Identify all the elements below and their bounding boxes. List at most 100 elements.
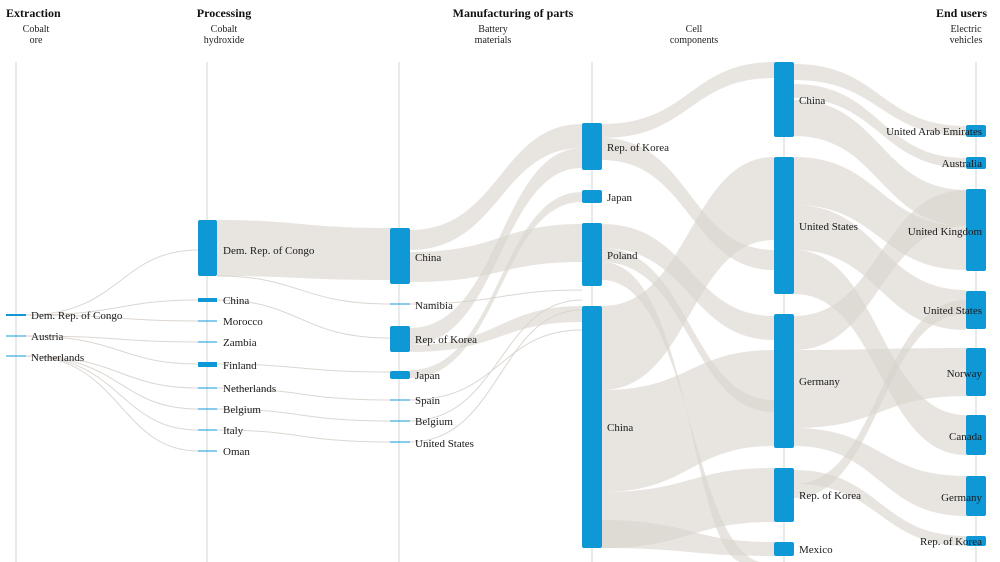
- stage-title-manufacturing: Manufacturing of parts: [453, 6, 574, 20]
- flow-battery-cell: [409, 329, 583, 401]
- node-battery-china: [390, 228, 410, 284]
- node-battery-korea: [390, 326, 410, 352]
- label-processing-oman: Oman: [223, 446, 250, 458]
- node-extraction-austria: [6, 335, 26, 337]
- flow-germany-norway: [794, 348, 966, 428]
- label-cell-china: China: [607, 422, 633, 434]
- stage-subtitle-extraction-2: ore: [30, 35, 43, 46]
- label-processing-drc: Dem. Rep. of Congo: [223, 245, 315, 257]
- label-components-us: United States: [799, 221, 858, 233]
- label-components-china: China: [799, 95, 825, 107]
- node-extraction-netherlands: [6, 355, 26, 357]
- label-processing-zambia: Zambia: [223, 337, 257, 349]
- stage-subtitle-processing-2: hydroxide: [204, 35, 245, 46]
- node-ev-canada: [966, 415, 986, 455]
- node-battery-namibia: [390, 303, 410, 305]
- flow-processing-battery: [216, 275, 391, 305]
- flow-korea-china: [602, 62, 774, 138]
- label-battery-spain: Spain: [415, 395, 441, 407]
- node-ev-us: [966, 291, 986, 329]
- label-ev-australia: Australia: [942, 158, 982, 170]
- flow-china-korea: [410, 124, 582, 250]
- flow-us-uk: [794, 157, 966, 270]
- label-processing-finland: Finland: [223, 360, 257, 372]
- node-processing-oman: [198, 450, 217, 452]
- stage-title-processing: Processing: [197, 6, 251, 20]
- label-processing-belgium: Belgium: [223, 404, 261, 416]
- flow-extraction-processing: [25, 299, 199, 316]
- node-ev-korea: [966, 536, 986, 546]
- node-battery-belgium: [390, 420, 410, 422]
- flow-korea-korea: [410, 148, 582, 345]
- flow-korea-us: [602, 138, 774, 270]
- label-cell-korea: Rep. of Korea: [607, 142, 669, 154]
- node-components-us: [774, 157, 794, 294]
- stage-title-end-users: End users: [936, 6, 987, 20]
- stage-subtitle-cell-1: Cell: [686, 24, 703, 35]
- stage-title-extraction: Extraction: [6, 6, 61, 20]
- node-processing-china: [198, 298, 217, 302]
- flow-processing-battery: [216, 363, 391, 373]
- node-ev-norway: [966, 348, 986, 396]
- node-battery-us: [390, 441, 410, 443]
- flow-extraction-processing: [25, 355, 199, 389]
- node-battery-spain: [390, 399, 410, 401]
- label-ev-korea: Rep. of Korea: [920, 536, 982, 548]
- node-components-germany: [774, 314, 794, 448]
- node-processing-italy: [198, 429, 217, 431]
- node-extraction-drc: [6, 314, 26, 316]
- label-processing-china: China: [223, 295, 249, 307]
- flow-extraction-processing: [25, 335, 199, 343]
- label-extraction-drc: Dem. Rep. of Congo: [31, 310, 123, 322]
- stage-subtitle-processing-1: Cobalt: [211, 24, 238, 35]
- label-cell-poland: Poland: [607, 250, 638, 262]
- stage-subtitle-ev-2: vehicles: [950, 35, 983, 46]
- label-battery-china: China: [415, 252, 441, 264]
- label-components-korea: Rep. of Korea: [799, 490, 861, 502]
- label-extraction-netherlands: Netherlands: [31, 352, 84, 364]
- flow-poland-germany-2: [602, 248, 774, 412]
- flow-china-uae: [794, 64, 966, 136]
- flow-china-uk: [794, 100, 966, 226]
- flow-extraction-processing: [25, 335, 199, 365]
- stage-subtitle-cell-2: components: [670, 35, 718, 46]
- flow-china-germany: [602, 350, 774, 492]
- label-components-germany: Germany: [799, 376, 840, 388]
- label-ev-canada: Canada: [949, 431, 982, 443]
- stage-subtitle-battery-1: Battery: [478, 24, 507, 35]
- flow-battery-cell: [409, 299, 583, 422]
- node-processing-finland: [198, 362, 217, 367]
- flow-germany-uk: [794, 190, 966, 350]
- label-battery-japan: Japan: [415, 370, 441, 382]
- flow-korea-china: [410, 306, 582, 352]
- label-battery-us: United States: [415, 438, 474, 450]
- flow-extraction-processing: [25, 355, 199, 431]
- stage-headers: Extraction Cobalt ore Processing Cobalt …: [6, 6, 987, 46]
- stage-subtitle-extraction-1: Cobalt: [23, 24, 50, 35]
- stage-subtitle-battery-2: materials: [475, 35, 512, 46]
- flow-china-australia: [794, 84, 966, 168]
- label-battery-namibia: Namibia: [415, 300, 453, 312]
- label-battery-belgium: Belgium: [415, 416, 453, 428]
- flow-processing-battery: [216, 387, 391, 401]
- label-processing-morocco: Morocco: [223, 316, 263, 328]
- node-processing-drc: [198, 220, 217, 276]
- label-ev-uae: United Arab Emirates: [886, 126, 982, 138]
- flow-extraction-processing: [25, 355, 199, 452]
- node-cell-japan: [582, 190, 602, 203]
- node-components-china: [774, 62, 794, 137]
- flows: [25, 62, 966, 562]
- node-battery-japan: [390, 371, 410, 379]
- node-components-korea: [774, 468, 794, 522]
- node-ev-uk: [966, 189, 986, 271]
- label-processing-italy: Italy: [223, 425, 244, 437]
- nodes: [6, 62, 986, 556]
- node-processing-belgium: [198, 408, 217, 410]
- label-battery-korea: Rep. of Korea: [415, 334, 477, 346]
- flow-processing-battery: [216, 429, 391, 443]
- label-ev-germany: Germany: [941, 492, 982, 504]
- flow-battery-cell: [409, 289, 583, 305]
- node-ev-australia: [966, 157, 986, 169]
- label-extraction-austria: Austria: [31, 331, 64, 343]
